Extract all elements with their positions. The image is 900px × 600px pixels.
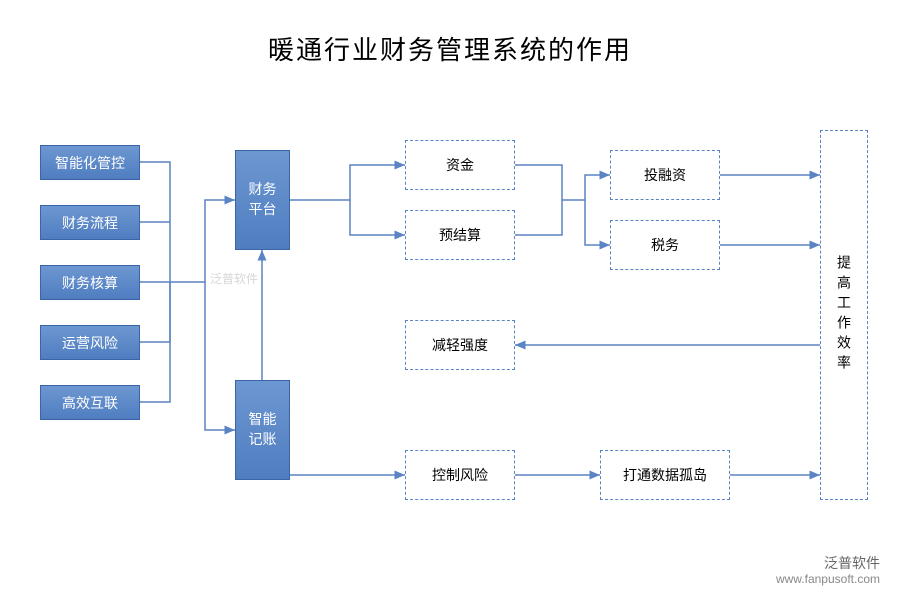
dashed-box-result: 提高工作效率 [820,130,868,500]
dashed-box-tax: 税务 [610,220,720,270]
dashed-box-label: 减轻强度 [432,335,488,355]
connector-edge [350,200,405,235]
dashed-box-label: 预结算 [439,225,481,245]
left-box: 财务流程 [40,205,140,240]
connector-edge [585,200,610,245]
dashed-box-risk: 控制风险 [405,450,515,500]
footer-url: www.fanpusoft.com [776,572,880,586]
dashed-box-settle: 预结算 [405,210,515,260]
left-box-label: 财务流程 [62,213,118,233]
left-box: 高效互联 [40,385,140,420]
left-box: 运营风险 [40,325,140,360]
dashed-box-label: 税务 [651,235,679,255]
left-box-label: 运营风险 [62,333,118,353]
dashed-box-label: 投融资 [644,165,686,185]
left-box-label: 财务核算 [62,273,118,293]
connector-layer [0,0,900,600]
footer-brand: 泛普软件 [824,555,880,571]
connector-edge [515,200,562,235]
dashed-box-funds: 资金 [405,140,515,190]
center-box-label: 智能记账 [249,410,277,449]
dashed-box-label: 打通数据孤岛 [623,465,707,485]
center-box-ledger: 智能记账 [235,380,290,480]
dashed-box-label: 资金 [446,155,474,175]
left-box: 智能化管控 [40,145,140,180]
connector-edge [515,165,562,200]
diagram-canvas: 智能化管控财务流程财务核算运营风险高效互联 财务平台智能记账 资金预结算减轻强度控制… [0,0,900,600]
left-box: 财务核算 [40,265,140,300]
connector-edge [140,162,170,282]
dashed-box-invest: 投融资 [610,150,720,200]
center-box-label: 财务平台 [249,180,277,219]
connector-edge [562,175,610,200]
connector-edge [205,282,235,430]
center-box-platform: 财务平台 [235,150,290,250]
connector-edge [140,282,170,402]
connector-edge [290,165,405,200]
dashed-box-intensity: 减轻强度 [405,320,515,370]
left-box-label: 智能化管控 [55,153,125,173]
footer-logo: 泛普软件 www.fanpusoft.com [776,554,880,588]
connector-edge [140,282,170,342]
dashed-box-label: 控制风险 [432,465,488,485]
dashed-box-label: 提高工作效率 [834,255,854,375]
dashed-box-island: 打通数据孤岛 [600,450,730,500]
left-box-label: 高效互联 [62,393,118,413]
watermark: 泛普软件 [210,270,258,287]
